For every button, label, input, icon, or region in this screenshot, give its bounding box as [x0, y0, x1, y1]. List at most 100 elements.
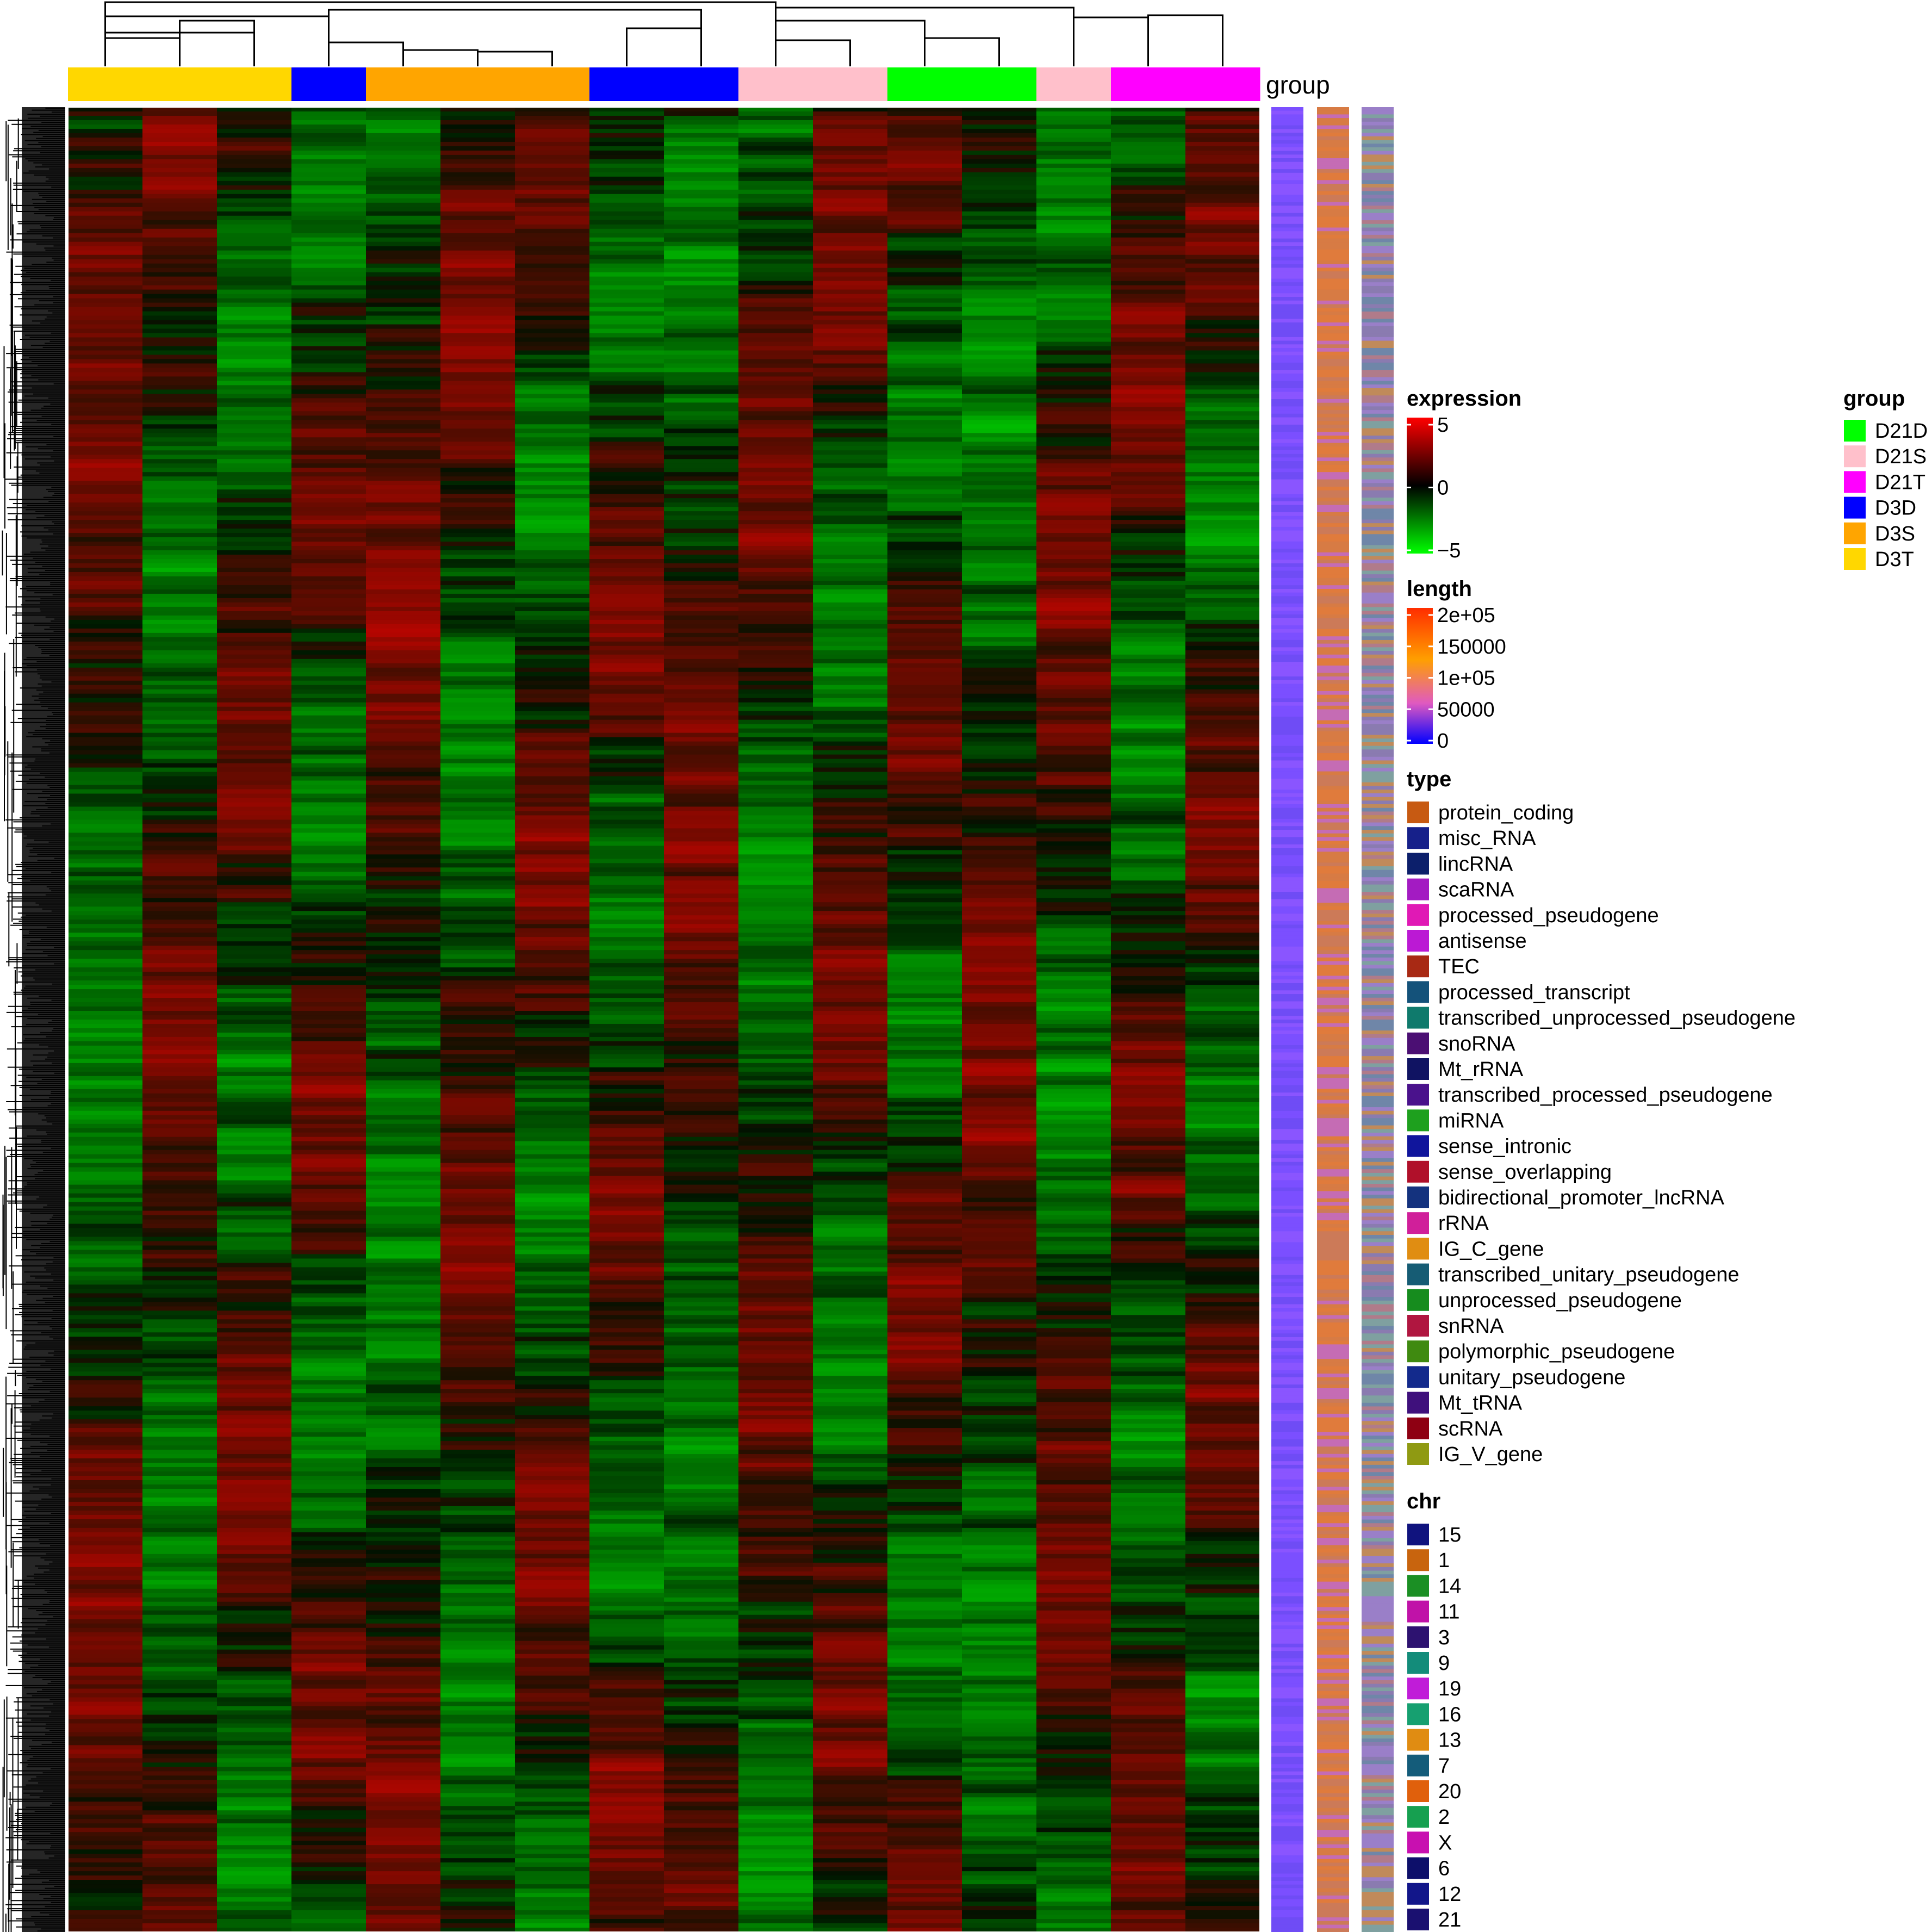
heatmap-cell: [291, 985, 366, 990]
column-group-cell: [515, 67, 590, 101]
heatmap-cell: [366, 1875, 441, 1880]
heatmap-cell: [291, 220, 366, 225]
heatmap-cell: [664, 337, 739, 343]
heatmap-cell: [515, 1554, 590, 1559]
heatmap-cell: [664, 1467, 739, 1472]
heatmap-cell: [217, 489, 292, 494]
heatmap-cell: [366, 1189, 441, 1194]
heatmap-cell: [440, 1011, 515, 1016]
heatmap-cell: [440, 1871, 515, 1876]
heatmap-cell: [366, 1527, 441, 1533]
heatmap-cell: [291, 1919, 366, 1924]
heatmap-cell: [664, 815, 739, 821]
heatmap-cell: [738, 507, 813, 512]
heatmap-cell: [366, 1163, 441, 1168]
heatmap-cell: [291, 937, 366, 942]
heatmap-cell: [515, 341, 590, 347]
heatmap-cell: [664, 546, 739, 551]
heatmap-cell: [440, 1393, 515, 1398]
heatmap-cell: [366, 394, 441, 399]
heatmap-cell: [366, 1306, 441, 1311]
heatmap-cell: [440, 555, 515, 560]
heatmap-cell: [217, 428, 292, 433]
heatmap-cell: [217, 211, 292, 216]
heatmap-cell: [440, 320, 515, 325]
heatmap-cell: [440, 1480, 515, 1485]
heatmap-cell: [589, 1527, 664, 1533]
heatmap-cell: [589, 811, 664, 816]
heatmap-cell: [68, 524, 143, 529]
heatmap-cell: [515, 1007, 590, 1011]
heatmap-cell: [440, 276, 515, 282]
heatmap-cell: [589, 1424, 664, 1428]
heatmap-cell: [217, 1662, 292, 1668]
heatmap-cell: [291, 963, 366, 968]
heatmap-cell: [589, 885, 664, 890]
heatmap-cell: [291, 1601, 366, 1607]
heatmap-cell: [217, 1237, 292, 1242]
heatmap-cell: [142, 1671, 218, 1676]
heatmap-cell: [589, 328, 664, 334]
heatmap-cell: [291, 1384, 366, 1389]
heatmap-cell: [664, 311, 739, 316]
heatmap-cell: [68, 276, 143, 282]
heatmap-cell: [589, 780, 664, 786]
heatmap-cell: [217, 1493, 292, 1498]
heatmap-cell: [440, 1058, 515, 1064]
heatmap-cell: [515, 645, 590, 651]
heatmap-cell: [68, 520, 143, 525]
heatmap-cell: [515, 1084, 590, 1090]
heatmap-cell: [217, 268, 292, 273]
heatmap-cell: [440, 1762, 515, 1767]
heatmap-cell: [738, 215, 813, 221]
heatmap-cell: [515, 402, 590, 407]
heatmap-cell: [589, 198, 664, 203]
heatmap-cell: [440, 1693, 515, 1698]
heatmap-cell: [142, 1641, 218, 1646]
heatmap-cell: [68, 1693, 143, 1698]
heatmap-cell: [366, 1775, 441, 1780]
heatmap-cell: [664, 1775, 739, 1780]
heatmap-cell: [142, 1675, 218, 1681]
heatmap-cell: [515, 563, 590, 568]
heatmap-cell: [68, 793, 143, 799]
heatmap-cell: [440, 1593, 515, 1598]
heatmap-cell: [440, 1358, 515, 1363]
heatmap-cell: [738, 120, 813, 125]
heatmap-cell: [142, 1780, 218, 1785]
heatmap-cell: [142, 1267, 218, 1272]
heatmap-cell: [291, 1350, 366, 1355]
heatmap-cell: [217, 263, 292, 269]
heatmap-cell: [664, 985, 739, 990]
heatmap-cell: [142, 602, 218, 607]
heatmap-cell: [217, 1258, 292, 1264]
heatmap-cell: [515, 946, 590, 951]
heatmap-cell: [440, 1180, 515, 1185]
heatmap-cell: [291, 1219, 366, 1225]
heatmap-cell: [142, 1341, 218, 1346]
heatmap-cell: [589, 685, 664, 690]
heatmap-cell: [142, 481, 218, 486]
column-dendrogram-branch: [924, 37, 1000, 66]
heatmap-cell: [142, 802, 218, 807]
heatmap-cell: [440, 1888, 515, 1893]
heatmap-cell: [440, 411, 515, 416]
heatmap-cell: [664, 1097, 739, 1103]
heatmap-cell: [217, 389, 292, 394]
heatmap-cell: [366, 502, 441, 507]
heatmap-cell: [142, 624, 218, 629]
heatmap-cell: [291, 120, 366, 125]
heatmap-cell: [664, 972, 739, 977]
heatmap-cell: [68, 1728, 143, 1733]
heatmap-cell: [440, 1832, 515, 1837]
heatmap-cell: [291, 529, 366, 533]
heatmap-cell: [515, 972, 590, 977]
heatmap-cell: [664, 1849, 739, 1854]
heatmap-cell: [738, 767, 813, 773]
heatmap-cell: [217, 202, 292, 208]
heatmap-cell: [664, 1411, 739, 1415]
heatmap-cell: [366, 885, 441, 890]
heatmap-cell: [68, 1097, 143, 1103]
heatmap-cell: [738, 237, 813, 243]
heatmap-cell: [738, 128, 813, 134]
